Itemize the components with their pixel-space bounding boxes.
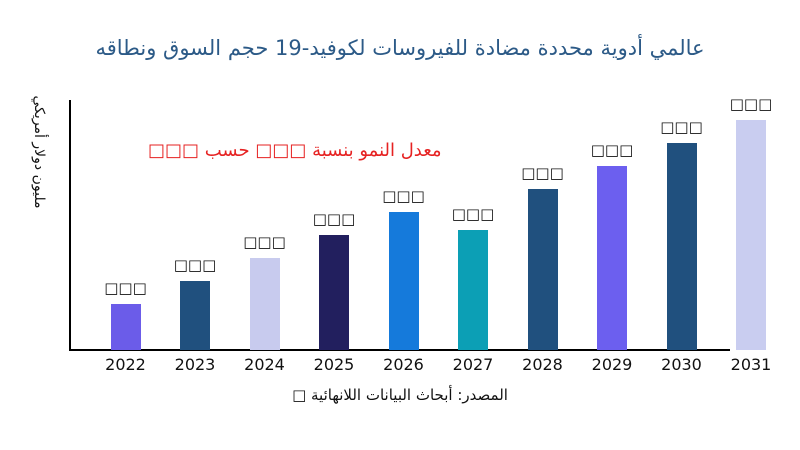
bar-2024	[249, 258, 280, 350]
bar-2023	[180, 281, 210, 350]
x-tick-label-2024: 2024	[244, 355, 285, 374]
bar-value-label-2029: □□□	[590, 141, 634, 159]
bar-value-label-2023: □□□	[173, 256, 217, 274]
x-tick-label-2022: 2022	[105, 355, 146, 374]
bar-value-label-2027: □□□	[451, 205, 495, 224]
bar-value-label-2028: □□□	[521, 164, 564, 182]
bar-value-label-2031: □□□	[729, 95, 773, 113]
bar-2026	[388, 212, 419, 350]
chart-title: عالمي أدوية محددة مضادة للفيروسات لكوفيد…	[95, 36, 705, 60]
x-axis-spine	[69, 349, 730, 351]
x-tick-label-2031: 2031	[730, 355, 772, 374]
x-tick-label-2028: 2028	[522, 355, 563, 374]
bar-2022	[110, 304, 141, 350]
bar-value-label-2022: □□□	[104, 279, 147, 297]
x-tick-label-2023: 2023	[174, 355, 216, 374]
growth-rate-annotation: معدل النمو بنسبة □□□ حسب □□□	[148, 140, 442, 161]
source-note: المصدر: أبحاث البيانات اللانهائية □	[292, 386, 508, 404]
bar-2027	[458, 230, 488, 350]
bar-value-label-2026: □□□	[382, 187, 425, 205]
bar-2031	[736, 120, 766, 350]
bar-value-label-2025: □□□	[312, 210, 356, 228]
bar-2028	[527, 189, 558, 350]
bar-2029	[597, 166, 627, 350]
bar-2030	[666, 143, 697, 350]
y-axis-spine	[69, 100, 71, 350]
x-tick-label-2026: 2026	[383, 355, 424, 374]
bar-value-label-2030: □□□	[660, 118, 703, 136]
x-tick-label-2030: 2030	[661, 355, 702, 374]
bar-value-label-2024: □□□	[243, 233, 286, 251]
x-tick-label-2025: 2025	[313, 355, 355, 374]
bar-2025	[319, 235, 349, 350]
x-tick-label-2029: 2029	[591, 355, 633, 374]
x-tick-label-2027: 2027	[452, 355, 494, 374]
y-axis-label: مليون دولار أمريكي	[31, 95, 47, 209]
